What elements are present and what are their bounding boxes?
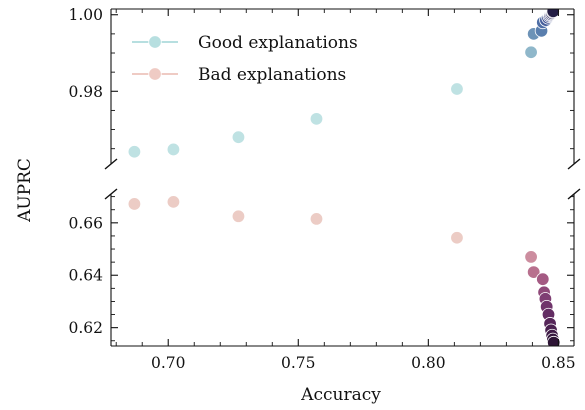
axis-break-mark [104, 188, 118, 200]
data-point [127, 197, 142, 211]
axis-break-mark [567, 188, 581, 200]
series-good [127, 9, 560, 159]
data-point [526, 265, 541, 279]
data-point [166, 142, 181, 157]
y-tick-label: 1.00 [68, 6, 103, 24]
axis-break-mark [104, 158, 118, 170]
y-axis-label: AUPRC [15, 158, 35, 223]
x-tick-label: 0.80 [411, 354, 446, 372]
legend-label: Good explanations [198, 33, 358, 53]
data-point [309, 112, 324, 126]
ticks: 0.70 0.75 0.80 0.85 0.98 1.00 0.62 0.64 0.66 [68, 6, 575, 372]
data-point [546, 9, 560, 18]
data-point [231, 209, 246, 223]
axes [104, 8, 581, 347]
data-point [547, 335, 561, 346]
data-point [450, 231, 464, 245]
data-point [524, 45, 538, 59]
legend-marker [148, 35, 162, 49]
legend-marker [148, 67, 162, 81]
y-tick-label: 0.62 [68, 319, 103, 337]
y-tick-label: 0.66 [68, 214, 103, 232]
data-point [309, 212, 324, 226]
series-bad [127, 195, 561, 346]
data-point [127, 145, 142, 159]
data-point [524, 250, 538, 264]
data-points [127, 9, 561, 346]
x-axis-label: Accuracy [300, 385, 381, 405]
legend-label: Bad explanations [198, 65, 346, 85]
x-tick-label: 0.70 [151, 354, 186, 372]
data-point [450, 82, 464, 96]
x-tick-label: 0.85 [541, 354, 576, 372]
y-tick-label: 0.98 [68, 83, 103, 101]
y-tick-label: 0.64 [68, 267, 103, 285]
legend: Good explanations Bad explanations [132, 33, 358, 85]
x-tick-label: 0.75 [281, 354, 316, 372]
data-point [536, 272, 550, 286]
data-point [166, 195, 181, 209]
axis-break-mark [567, 158, 581, 170]
data-point [231, 130, 246, 144]
